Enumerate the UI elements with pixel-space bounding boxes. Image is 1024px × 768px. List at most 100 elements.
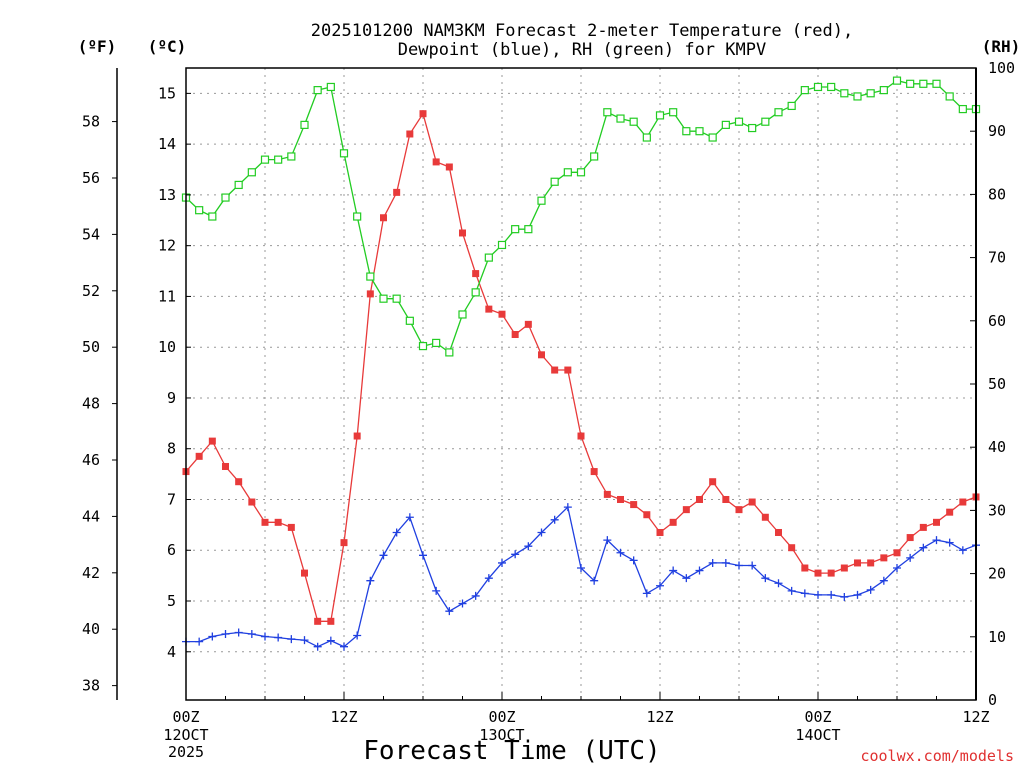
rh-tick-label: 20 — [988, 565, 1006, 583]
dewpoint-point — [590, 576, 599, 585]
temperature-point — [274, 518, 282, 526]
axis-ticks: 4567891011121314153840424446485052545658… — [82, 59, 1015, 761]
c-tick-label: 15 — [158, 84, 176, 102]
rh-tick-label: 50 — [988, 375, 1006, 393]
rh-point — [708, 133, 717, 142]
f-tick-label: 40 — [82, 620, 100, 638]
rh-point — [432, 338, 441, 348]
temperature-point — [314, 617, 322, 625]
temperature-point — [261, 518, 269, 526]
temperature-point — [195, 452, 203, 460]
rh-point — [761, 117, 770, 126]
dewpoint-point — [274, 633, 283, 642]
temperature-point — [406, 130, 414, 138]
rh-point — [932, 79, 941, 88]
temperature-point — [854, 559, 861, 567]
rh-point — [524, 225, 533, 234]
rh-point — [879, 86, 888, 95]
chart-title-line1: 2025101200 NAM3KM Forecast 2-meter Tempe… — [311, 21, 853, 41]
fahrenheit-unit-label: (ºF) — [78, 37, 117, 56]
celsius-unit-label: (ºC) — [148, 37, 187, 56]
rh-point — [511, 225, 520, 234]
x-tick-label: 12Z — [646, 708, 673, 726]
temperature-point — [327, 617, 335, 625]
credit-text: coolwx.com/models — [860, 747, 1014, 765]
dewpoint-point — [603, 536, 612, 545]
temperature-point — [735, 506, 743, 514]
temperature-point — [788, 544, 796, 552]
dewpoint-point — [340, 642, 348, 651]
c-tick-label: 4 — [167, 643, 176, 661]
x-tick-day-label: 12OCT — [163, 726, 208, 744]
temperature-point — [445, 163, 453, 171]
temperature-point — [472, 270, 480, 278]
dewpoint-point — [669, 566, 678, 575]
dewpoint-point — [326, 636, 335, 645]
dewpoint-point — [721, 558, 730, 567]
temperature-point — [946, 508, 954, 516]
temperature-point — [919, 523, 927, 531]
temperature-point — [577, 432, 585, 440]
temperature-point — [208, 437, 216, 445]
temperature-point — [840, 564, 848, 572]
x-tick-label: 12Z — [330, 708, 357, 726]
rh-point — [629, 117, 638, 126]
f-tick-label: 38 — [82, 677, 100, 695]
dewpoint-line — [186, 505, 977, 648]
c-tick-label: 11 — [158, 287, 176, 305]
temperature-point — [235, 478, 243, 486]
dewpoint-point — [392, 528, 401, 537]
dewpoint-point — [550, 515, 559, 524]
dewpoint-point — [708, 558, 717, 567]
rh-point — [906, 79, 915, 88]
dewpoint-point — [642, 589, 651, 598]
dewpoint-point — [919, 543, 928, 552]
rh-point — [603, 108, 612, 117]
rh-point — [195, 206, 204, 215]
c-tick-label: 13 — [158, 186, 176, 204]
rh-tick-label: 30 — [988, 501, 1006, 519]
dewpoint-point — [498, 558, 506, 567]
x-tick-day-label: 14OCT — [795, 726, 840, 744]
chart-title-line2: Dewpoint (blue), RH (green) for KMPV — [398, 40, 766, 60]
dewpoint-point — [353, 631, 362, 640]
dewpoint-point — [261, 632, 269, 641]
x-tick-day-label: 13OCT — [479, 726, 524, 744]
dewpoint-point — [419, 551, 427, 560]
dewpoint-point — [432, 586, 441, 595]
temperature-point — [827, 569, 835, 577]
rh-point — [748, 123, 757, 133]
f-tick-label: 52 — [82, 282, 100, 300]
rh-point — [892, 76, 902, 85]
temperature-point — [524, 320, 532, 328]
x-tick-year-label: 2025 — [168, 743, 204, 761]
temperature-point — [485, 305, 493, 313]
rh-point — [787, 101, 796, 111]
temperature-point — [748, 498, 756, 506]
temperature-point — [393, 188, 401, 196]
rh-point — [445, 348, 454, 357]
dewpoint-point — [524, 542, 533, 551]
rh-point — [721, 120, 730, 129]
rh-point — [300, 120, 309, 129]
rh-point — [590, 152, 599, 161]
rh-point — [695, 127, 704, 136]
temperature-point — [287, 523, 295, 531]
dewpoint-point — [761, 574, 770, 583]
rh-point — [418, 341, 428, 351]
rh-point — [234, 180, 243, 190]
rh-point — [563, 168, 572, 177]
dewpoint-point — [629, 556, 638, 565]
dewpoint-point — [695, 566, 704, 575]
rh-point — [853, 92, 862, 101]
x-axis-title: Forecast Time (UTC) — [363, 736, 660, 766]
temperature-point — [722, 495, 730, 503]
temperature-point — [603, 490, 611, 498]
grid-lines — [186, 68, 976, 700]
dewpoint-point — [445, 607, 454, 616]
rh-point — [840, 89, 849, 98]
dewpoint-point — [563, 503, 572, 512]
dewpoint-point — [366, 576, 375, 585]
temperature-point — [432, 158, 440, 166]
f-tick-label: 48 — [82, 395, 100, 413]
